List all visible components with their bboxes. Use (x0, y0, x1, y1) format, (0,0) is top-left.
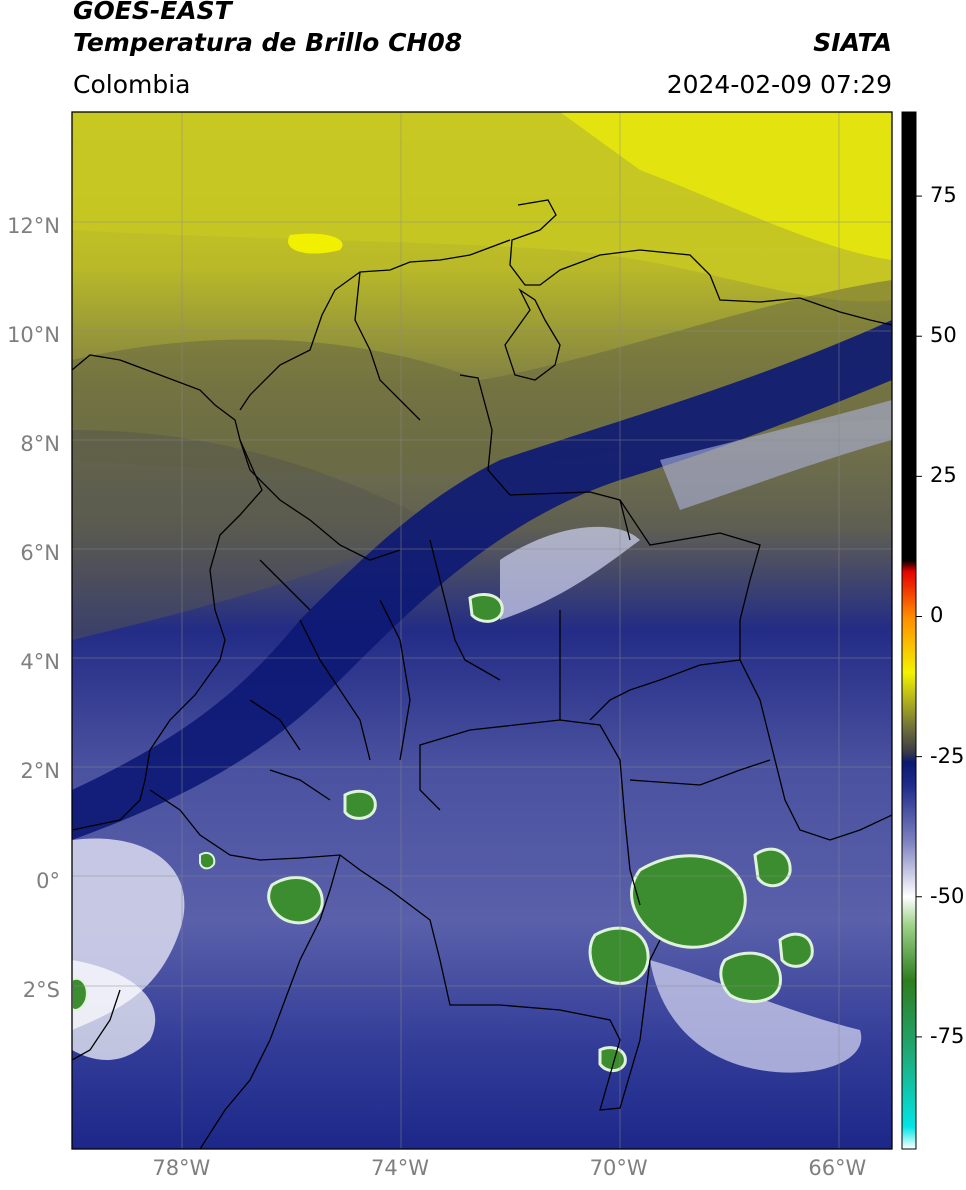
colorbar-tick-label: -50 (930, 883, 965, 908)
lat-label: 6°N (20, 541, 60, 566)
lon-label: 70°W (589, 1156, 648, 1180)
colorbar-tick-label: -25 (930, 743, 965, 768)
lon-label: 78°W (152, 1156, 211, 1180)
colorbar-tick-label: -75 (930, 1023, 965, 1048)
lon-label: 66°W (808, 1156, 867, 1180)
lat-label: 12°N (7, 213, 60, 238)
map-frame (71, 111, 893, 1150)
satellite-image (72, 112, 892, 1149)
colorbar (901, 111, 922, 1150)
timestamp-label: 2024-02-09 07:29 (666, 70, 892, 99)
lat-label: 2°N (20, 759, 60, 784)
title-line2: Temperatura de Brillo CH08 (73, 28, 463, 57)
country-borders (72, 199, 892, 1149)
colorbar-tick-label: 25 (930, 463, 957, 488)
title-line1: GOES-EAST (73, 0, 232, 25)
colorbar-tick-label: 75 (930, 183, 957, 208)
lat-label: 2°S (22, 977, 60, 1002)
lat-label: 0° (36, 868, 60, 893)
colorbar-tick-label: 50 (930, 323, 957, 348)
lat-label: 4°N (20, 650, 60, 675)
region-label: Colombia (73, 70, 191, 99)
lon-label: 74°W (371, 1156, 429, 1180)
source-label: SIATA (813, 28, 892, 57)
graticule (72, 112, 892, 1149)
lat-label: 8°N (20, 431, 60, 456)
lat-label: 10°N (7, 322, 60, 347)
colorbar-tick-label: 0 (930, 603, 944, 628)
